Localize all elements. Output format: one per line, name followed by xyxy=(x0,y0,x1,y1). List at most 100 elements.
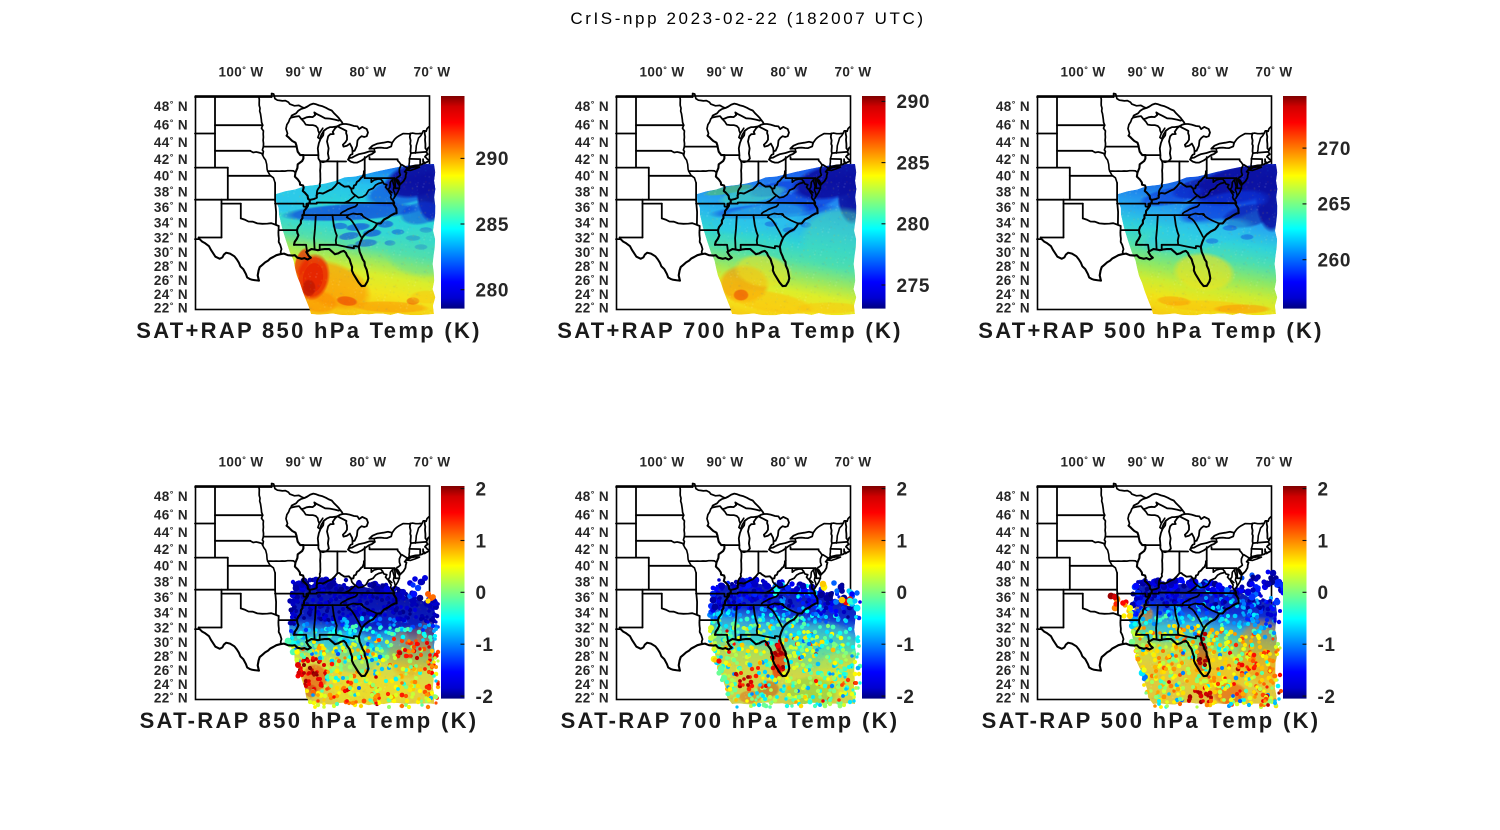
svg-text:44° N: 44° N xyxy=(996,525,1030,540)
svg-text:30° N: 30° N xyxy=(575,635,609,650)
svg-text:44° N: 44° N xyxy=(154,135,188,150)
svg-text:42° N: 42° N xyxy=(154,152,188,167)
svg-text:48° N: 48° N xyxy=(575,99,609,114)
svg-text:260: 260 xyxy=(1318,251,1352,272)
svg-text:32° N: 32° N xyxy=(575,620,609,635)
svg-text:40° N: 40° N xyxy=(575,169,609,184)
svg-text:22° N: 22° N xyxy=(996,690,1030,705)
svg-text:90° W: 90° W xyxy=(285,65,322,80)
svg-text:100° W: 100° W xyxy=(639,65,684,80)
svg-text:28° N: 28° N xyxy=(154,649,188,664)
svg-text:46° N: 46° N xyxy=(154,507,188,522)
svg-text:1: 1 xyxy=(476,531,487,552)
svg-text:24° N: 24° N xyxy=(575,287,609,302)
svg-text:48° N: 48° N xyxy=(996,489,1030,504)
svg-text:34° N: 34° N xyxy=(996,215,1030,230)
svg-text:30° N: 30° N xyxy=(154,245,188,260)
svg-text:28° N: 28° N xyxy=(996,649,1030,664)
svg-text:SAT-RAP 500 hPa Temp (K): SAT-RAP 500 hPa Temp (K) xyxy=(982,708,1321,733)
svg-text:0: 0 xyxy=(1318,583,1329,604)
svg-text:-2: -2 xyxy=(1318,687,1336,708)
svg-text:270: 270 xyxy=(1318,139,1352,160)
svg-text:SAT-RAP 700 hPa Temp (K): SAT-RAP 700 hPa Temp (K) xyxy=(561,708,900,733)
svg-text:42° N: 42° N xyxy=(154,542,188,557)
svg-text:SAT-RAP 850 hPa Temp (K): SAT-RAP 850 hPa Temp (K) xyxy=(140,708,479,733)
svg-text:34° N: 34° N xyxy=(575,215,609,230)
svg-text:22° N: 22° N xyxy=(996,300,1030,315)
svg-text:32° N: 32° N xyxy=(996,620,1030,635)
svg-text:36° N: 36° N xyxy=(575,200,609,215)
svg-text:2: 2 xyxy=(476,479,487,500)
svg-text:80° W: 80° W xyxy=(349,65,386,80)
svg-text:100° W: 100° W xyxy=(1060,455,1105,470)
svg-text:36° N: 36° N xyxy=(575,590,609,605)
svg-text:70° W: 70° W xyxy=(834,455,871,470)
svg-text:24° N: 24° N xyxy=(996,287,1030,302)
svg-text:-2: -2 xyxy=(897,687,915,708)
svg-text:30° N: 30° N xyxy=(996,245,1030,260)
svg-text:44° N: 44° N xyxy=(575,525,609,540)
svg-text:70° W: 70° W xyxy=(413,455,450,470)
svg-text:46° N: 46° N xyxy=(996,507,1030,522)
svg-text:24° N: 24° N xyxy=(154,287,188,302)
svg-text:70° W: 70° W xyxy=(1255,65,1292,80)
svg-text:30° N: 30° N xyxy=(575,245,609,260)
svg-text:38° N: 38° N xyxy=(996,575,1030,590)
svg-text:30° N: 30° N xyxy=(154,635,188,650)
svg-text:-1: -1 xyxy=(1318,635,1336,656)
svg-text:26° N: 26° N xyxy=(154,663,188,678)
svg-text:90° W: 90° W xyxy=(706,455,743,470)
svg-text:80° W: 80° W xyxy=(349,455,386,470)
svg-text:100° W: 100° W xyxy=(1060,65,1105,80)
svg-text:CrIS-npp 2023-02-22 (182007 UT: CrIS-npp 2023-02-22 (182007 UTC) xyxy=(570,9,925,28)
svg-text:26° N: 26° N xyxy=(575,273,609,288)
svg-text:100° W: 100° W xyxy=(639,455,684,470)
svg-text:36° N: 36° N xyxy=(154,200,188,215)
svg-text:34° N: 34° N xyxy=(575,605,609,620)
svg-text:42° N: 42° N xyxy=(575,542,609,557)
svg-text:26° N: 26° N xyxy=(575,663,609,678)
svg-text:44° N: 44° N xyxy=(575,135,609,150)
svg-text:46° N: 46° N xyxy=(575,507,609,522)
svg-text:42° N: 42° N xyxy=(996,152,1030,167)
svg-text:90° W: 90° W xyxy=(706,65,743,80)
svg-text:SAT+RAP 850 hPa Temp (K): SAT+RAP 850 hPa Temp (K) xyxy=(136,318,482,343)
svg-text:1: 1 xyxy=(1318,531,1329,552)
svg-text:70° W: 70° W xyxy=(413,65,450,80)
svg-text:40° N: 40° N xyxy=(154,169,188,184)
svg-text:80° W: 80° W xyxy=(1191,455,1228,470)
svg-text:38° N: 38° N xyxy=(575,575,609,590)
svg-text:24° N: 24° N xyxy=(996,677,1030,692)
svg-text:90° W: 90° W xyxy=(1127,455,1164,470)
svg-text:100° W: 100° W xyxy=(218,65,263,80)
svg-text:42° N: 42° N xyxy=(996,542,1030,557)
svg-text:34° N: 34° N xyxy=(154,215,188,230)
svg-text:90° W: 90° W xyxy=(285,455,322,470)
svg-text:22° N: 22° N xyxy=(154,300,188,315)
svg-text:70° W: 70° W xyxy=(834,65,871,80)
svg-text:24° N: 24° N xyxy=(575,677,609,692)
svg-text:32° N: 32° N xyxy=(996,230,1030,245)
svg-text:38° N: 38° N xyxy=(575,185,609,200)
svg-text:24° N: 24° N xyxy=(154,677,188,692)
svg-text:100° W: 100° W xyxy=(218,455,263,470)
svg-text:46° N: 46° N xyxy=(154,117,188,132)
svg-text:32° N: 32° N xyxy=(154,230,188,245)
svg-text:80° W: 80° W xyxy=(770,455,807,470)
svg-text:2: 2 xyxy=(897,479,908,500)
svg-text:280: 280 xyxy=(897,215,931,236)
svg-text:46° N: 46° N xyxy=(575,117,609,132)
svg-text:38° N: 38° N xyxy=(154,185,188,200)
svg-text:40° N: 40° N xyxy=(996,169,1030,184)
svg-text:290: 290 xyxy=(897,92,931,113)
svg-text:34° N: 34° N xyxy=(154,605,188,620)
svg-text:70° W: 70° W xyxy=(1255,455,1292,470)
svg-text:30° N: 30° N xyxy=(996,635,1030,650)
svg-text:42° N: 42° N xyxy=(575,152,609,167)
svg-text:32° N: 32° N xyxy=(154,620,188,635)
svg-text:-2: -2 xyxy=(476,687,494,708)
svg-text:SAT+RAP 500 hPa Temp (K): SAT+RAP 500 hPa Temp (K) xyxy=(978,318,1324,343)
svg-text:36° N: 36° N xyxy=(996,590,1030,605)
svg-text:90° W: 90° W xyxy=(1127,65,1164,80)
svg-text:48° N: 48° N xyxy=(154,489,188,504)
